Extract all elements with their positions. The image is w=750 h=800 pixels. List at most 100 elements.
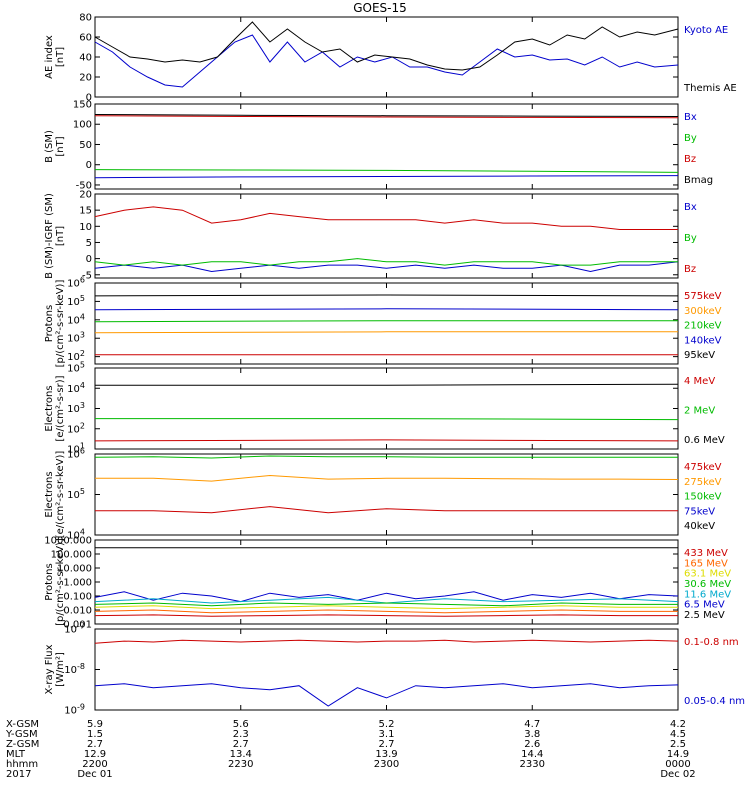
y-axis-label: [e/(cm²-s-sr-keV)]	[55, 451, 66, 539]
x-tick-value: 1.5	[87, 729, 103, 740]
x-tick-value: 2.7	[379, 739, 395, 750]
y-tick-label: 80	[79, 13, 92, 24]
y-tick-label: 5	[86, 238, 92, 249]
legend-475kev: 475keV	[684, 462, 722, 473]
x-row-label: MLT	[6, 749, 26, 760]
x-tick-value: 4.7	[524, 719, 540, 730]
y-tick-label: -50	[76, 180, 92, 191]
panel-protons: 102 103 104 105 106 Protons [p/(cm²-s-sr-keV)]…	[44, 276, 722, 368]
y-tick-label: 50	[79, 140, 92, 151]
legend-140kev: 140keV	[684, 335, 722, 346]
series-bz	[94, 206, 678, 230]
y-tick-label: 0	[86, 93, 92, 104]
x-tick-value: 2.6	[524, 739, 540, 750]
series-210kev	[94, 320, 678, 323]
series-6-5-mev	[94, 591, 679, 603]
y-axis-label: [nT]	[55, 47, 66, 67]
y-axis-label: Electrons	[44, 471, 55, 517]
series-95kev	[94, 294, 679, 297]
y-tick-label: 104	[67, 528, 85, 542]
series-63-1-mev	[94, 605, 678, 610]
y-tick-label: 20	[79, 73, 92, 84]
y-tick-label: 10-8	[64, 662, 85, 676]
y-axis-label: AE index	[44, 35, 55, 79]
y-tick-label: 106	[67, 276, 85, 290]
y-axis-label: [e/(cm²-s-sr)]	[55, 375, 66, 441]
y-tick-label: 105	[67, 294, 85, 308]
legend-95kev: 95keV	[684, 350, 715, 361]
legend-by: By	[684, 233, 697, 244]
y-axis-label: [W/m²]	[55, 652, 66, 687]
x-row-label: 2017	[6, 769, 31, 780]
y-axis-label: [nT]	[55, 226, 66, 246]
x-tick-value: Dec 01	[77, 769, 112, 780]
panel-ae: 0 20 40 60 80 AE index [nT] Kyoto AE Themis AE	[44, 13, 737, 104]
legend-kyoto-ae: Kyoto AE	[684, 25, 728, 36]
x-row-label: Z-GSM	[6, 739, 39, 750]
y-tick-label: 102	[67, 349, 85, 363]
series-0-1-0-8-nm	[94, 639, 679, 644]
y-tick-label: 20	[79, 190, 92, 201]
panel-frame	[94, 453, 679, 536]
series-bx	[94, 175, 679, 179]
legend-bz: Bz	[684, 264, 696, 275]
plot-title: GOES-15	[353, 1, 407, 15]
legend-300kev: 300keV	[684, 306, 722, 317]
panel-electrons2: 104 105 106 Electrons [e/(cm²-s-sr-keV)] 475k…	[44, 447, 722, 542]
panel-frame	[94, 367, 679, 450]
x-axis-table: X-GSMY-GSMZ-GSMMLThhmm20175.91.52.712.92…	[5, 719, 696, 780]
panel-xray: 10-9 10-8 10-7 X-ray Flux [W/m²] 0.1-0.8 nm 0.…	[44, 622, 745, 717]
y-tick-label: 1000.000	[44, 536, 92, 547]
x-tick-value: 0000	[665, 759, 690, 770]
y-axis-label: Protons	[44, 563, 55, 600]
legend-0-1-0-8-nm: 0.1-0.8 nm	[684, 637, 739, 648]
y-tick-label: 10	[79, 222, 92, 233]
y-axis-label: [nT]	[55, 136, 66, 156]
y-tick-label: 104	[67, 381, 85, 395]
y-axis-label: [p/(cm²-s-sr-keV)]	[55, 538, 66, 626]
x-tick-value: 4.5	[670, 729, 686, 740]
x-tick-value: 13.9	[375, 749, 397, 760]
x-tick-value: 2330	[520, 759, 545, 770]
legend-0-6-mev: 0.6 MeV	[684, 435, 725, 446]
x-tick-value: 4.2	[670, 719, 686, 730]
x-tick-value: 5.2	[379, 719, 395, 730]
series-4-mev	[94, 439, 679, 442]
x-tick-value: 13.4	[230, 749, 252, 760]
y-tick-label: 0	[86, 254, 92, 265]
legend-2-mev: 2 MeV	[684, 406, 715, 417]
series-0-6-mev	[95, 383, 679, 386]
legend-433-mev: 433 MeV	[684, 548, 728, 559]
y-tick-label: 15	[79, 206, 92, 217]
x-tick-value: 2.7	[233, 739, 249, 750]
legend-2-5-mev: 2.5 MeV	[684, 610, 725, 621]
legend-by: By	[684, 133, 697, 144]
x-tick-value: 3.8	[524, 729, 540, 740]
panel-electrons1: 101 102 103 104 105 Electrons [e/(cm²-s-sr)] 4 …	[44, 361, 725, 456]
x-tick-value: 2.3	[233, 729, 249, 740]
y-tick-label: 10.000	[57, 564, 92, 575]
x-tick-value: 2.7	[87, 739, 103, 750]
x-tick-value: 14.9	[667, 749, 689, 760]
x-row-label: hhmm	[6, 759, 38, 770]
legend-575kev: 575keV	[684, 291, 722, 302]
legend-165-mev: 165 MeV	[684, 558, 728, 569]
y-tick-label: -5	[82, 270, 92, 281]
y-tick-label: 40	[79, 53, 92, 64]
x-row-label: Y-GSM	[5, 729, 38, 740]
legend-210kev: 210keV	[684, 321, 722, 332]
legend-bx: Bx	[684, 112, 697, 123]
y-tick-label: 100.000	[51, 550, 92, 561]
series-11-6-mev	[94, 596, 679, 604]
y-tick-label: 100	[73, 120, 92, 131]
y-tick-label: 10-9	[64, 703, 85, 717]
series-by	[94, 258, 678, 266]
legend-themis-ae: Themis AE	[683, 83, 737, 94]
y-tick-label: 104	[67, 312, 85, 326]
y-axis-label: [p/(cm²-s-sr-keV)]	[55, 280, 66, 368]
y-tick-label: 10-7	[64, 622, 85, 636]
y-tick-label: 150	[73, 100, 92, 111]
x-tick-value: 2300	[374, 759, 399, 770]
y-tick-label: 106	[67, 447, 85, 461]
